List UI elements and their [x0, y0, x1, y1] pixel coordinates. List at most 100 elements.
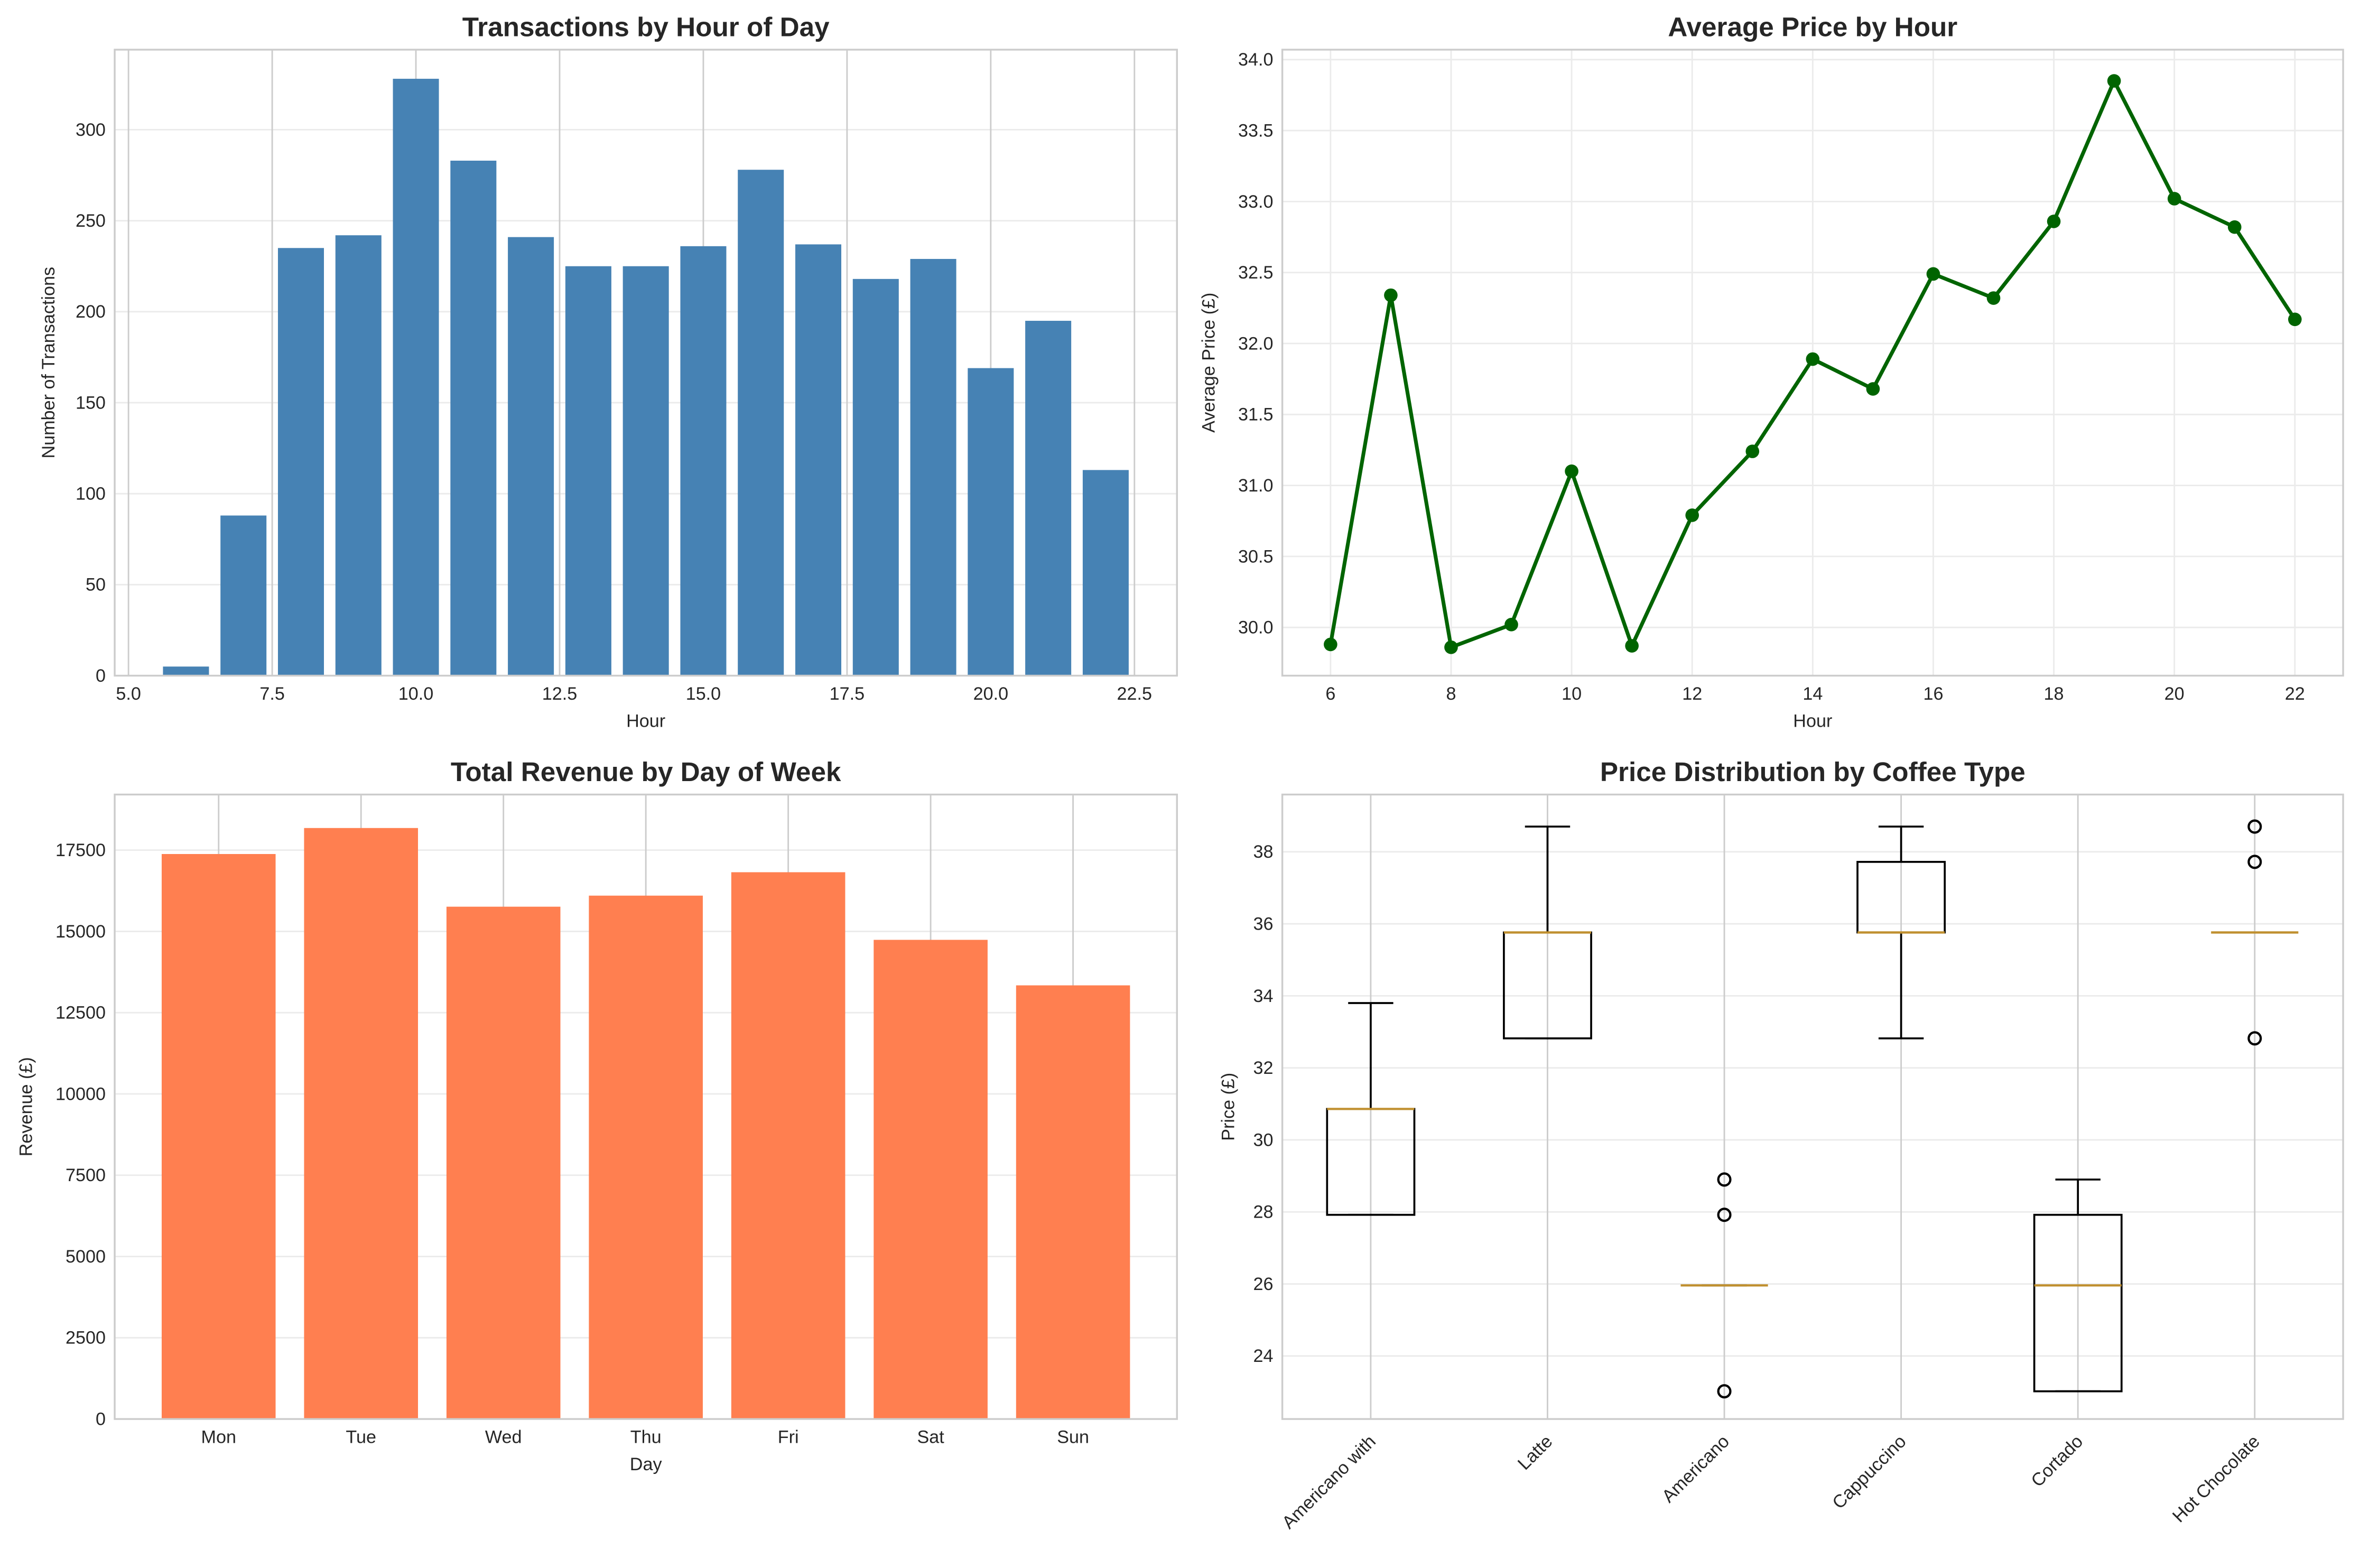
- data-point: [1685, 508, 1699, 522]
- x-tick-label: 12: [1682, 684, 1702, 704]
- data-point: [2167, 192, 2181, 206]
- y-tick-label: 7500: [66, 1165, 106, 1185]
- x-tick-label: 22.5: [1117, 684, 1152, 704]
- bar: [304, 828, 419, 1419]
- y-tick-label: 300: [76, 120, 106, 140]
- x-tick-label: 16: [1923, 684, 1943, 704]
- bar: [508, 237, 554, 676]
- outlier-point: [1717, 1384, 1732, 1399]
- bar: [874, 940, 988, 1419]
- bar: [622, 266, 669, 676]
- y-tick-label: 32.5: [1238, 263, 1273, 283]
- bar: [968, 368, 1014, 676]
- x-tick-label: 14: [1802, 684, 1823, 704]
- bar: [1025, 321, 1072, 676]
- y-tick-label: 24: [1253, 1346, 1274, 1366]
- y-tick-label: 0: [96, 666, 106, 686]
- chart-title: Average Price by Hour: [1668, 12, 1957, 42]
- y-tick-label: 38: [1253, 842, 1274, 862]
- bar: [738, 170, 784, 676]
- x-tick-label: 10: [1562, 684, 1582, 704]
- data-point: [1324, 637, 1337, 652]
- x-tick-label: Wed: [485, 1427, 522, 1448]
- bar: [910, 258, 956, 676]
- box-1: [1326, 1002, 1416, 1216]
- bar: [450, 161, 497, 676]
- y-tick-label: 26: [1253, 1274, 1274, 1294]
- chart-4: 24 26 28 30 32 34 36 38 Americano with Latte Ameri…: [1219, 757, 2344, 1533]
- chart-title: Total Revenue by Day of Week: [451, 757, 841, 787]
- chart-title: Price Distribution by Coffee Type: [1600, 757, 2025, 787]
- y-tick-label: 31.5: [1238, 405, 1273, 425]
- x-tick-label: 22: [2285, 684, 2305, 704]
- y-tick-label: 28: [1253, 1202, 1274, 1222]
- x-tick-label: Sun: [1057, 1427, 1089, 1448]
- y-tick-label: 5000: [66, 1247, 106, 1267]
- y-axis-label: Price (£): [1219, 1073, 1239, 1141]
- data-point: [1565, 464, 1578, 478]
- data-point: [1504, 617, 1518, 632]
- bar: [589, 895, 703, 1419]
- axes-frame: [1281, 793, 2344, 1420]
- x-tick-label: 15.0: [686, 684, 721, 704]
- bar: [731, 872, 845, 1419]
- x-tick-label: Tue: [346, 1427, 376, 1448]
- y-tick-label: 36: [1253, 914, 1274, 934]
- data-point: [1444, 640, 1458, 654]
- box-6: [2211, 819, 2299, 1046]
- x-tick-label: 5.0: [116, 684, 141, 704]
- data-point: [1806, 352, 1820, 366]
- y-tick-label: 17500: [55, 840, 106, 860]
- bar: [220, 515, 267, 676]
- bar: [795, 244, 842, 676]
- outlier-point: [2247, 1031, 2262, 1046]
- y-tick-label: 34: [1253, 986, 1274, 1006]
- x-axis-label: Day: [630, 1454, 663, 1474]
- x-tick-label: Latte: [1514, 1431, 1557, 1474]
- y-tick-label: 50: [86, 575, 106, 595]
- box-4: [1856, 825, 1946, 1040]
- y-tick-label: 32.0: [1238, 333, 1273, 354]
- data-point: [1745, 444, 1760, 458]
- x-tick-label: 20: [2164, 684, 2185, 704]
- y-tick-label: 250: [76, 211, 106, 231]
- x-tick-label: 17.5: [830, 684, 865, 704]
- bar: [565, 266, 611, 676]
- x-tick-label: Americano with: [1278, 1431, 1380, 1533]
- bar: [161, 854, 276, 1419]
- data-point: [1986, 291, 2001, 305]
- data-point: [2288, 312, 2302, 327]
- data-point: [2107, 74, 2121, 88]
- bar: [393, 79, 439, 676]
- x-tick-label: 12.5: [542, 684, 577, 704]
- x-axis-label: Hour: [1793, 711, 1832, 731]
- chart-3: 0 2500 5000 7500 10000 12500 15000 17500 Mon Tue W…: [16, 757, 1178, 1474]
- bar: [277, 248, 324, 676]
- x-tick-label: Cortado: [2027, 1431, 2087, 1491]
- y-tick-label: 30.0: [1238, 618, 1273, 638]
- outlier-point: [1717, 1208, 1732, 1222]
- data-point: [1625, 639, 1639, 653]
- x-axis-label: Hour: [626, 711, 665, 731]
- x-tick-label: Thu: [630, 1427, 662, 1448]
- data-point: [1926, 267, 1940, 281]
- box-body: [2033, 1213, 2123, 1393]
- axes-frame: [114, 49, 1178, 677]
- x-tick-label: Mon: [201, 1427, 236, 1448]
- box-5: [2033, 1179, 2123, 1393]
- data-point: [2227, 220, 2242, 234]
- y-tick-label: 12500: [55, 1003, 106, 1023]
- chart-title: Transactions by Hour of Day: [462, 12, 830, 42]
- chart-2: 30.0 30.5 31.0 31.5 32.0 32.5 33.0 33.5 34.0 6 8 10…: [1198, 12, 2344, 731]
- bar: [680, 246, 727, 676]
- y-tick-label: 200: [76, 302, 106, 322]
- x-tick-label: 10.0: [398, 684, 433, 704]
- y-tick-label: 34.0: [1238, 50, 1273, 70]
- y-axis-label: Average Price (£): [1198, 293, 1219, 433]
- y-tick-label: 150: [76, 393, 106, 413]
- data-point: [1866, 382, 1880, 396]
- x-tick-label: Sat: [917, 1427, 944, 1448]
- x-tick-label: Fri: [778, 1427, 799, 1448]
- y-tick-label: 33.5: [1238, 120, 1273, 141]
